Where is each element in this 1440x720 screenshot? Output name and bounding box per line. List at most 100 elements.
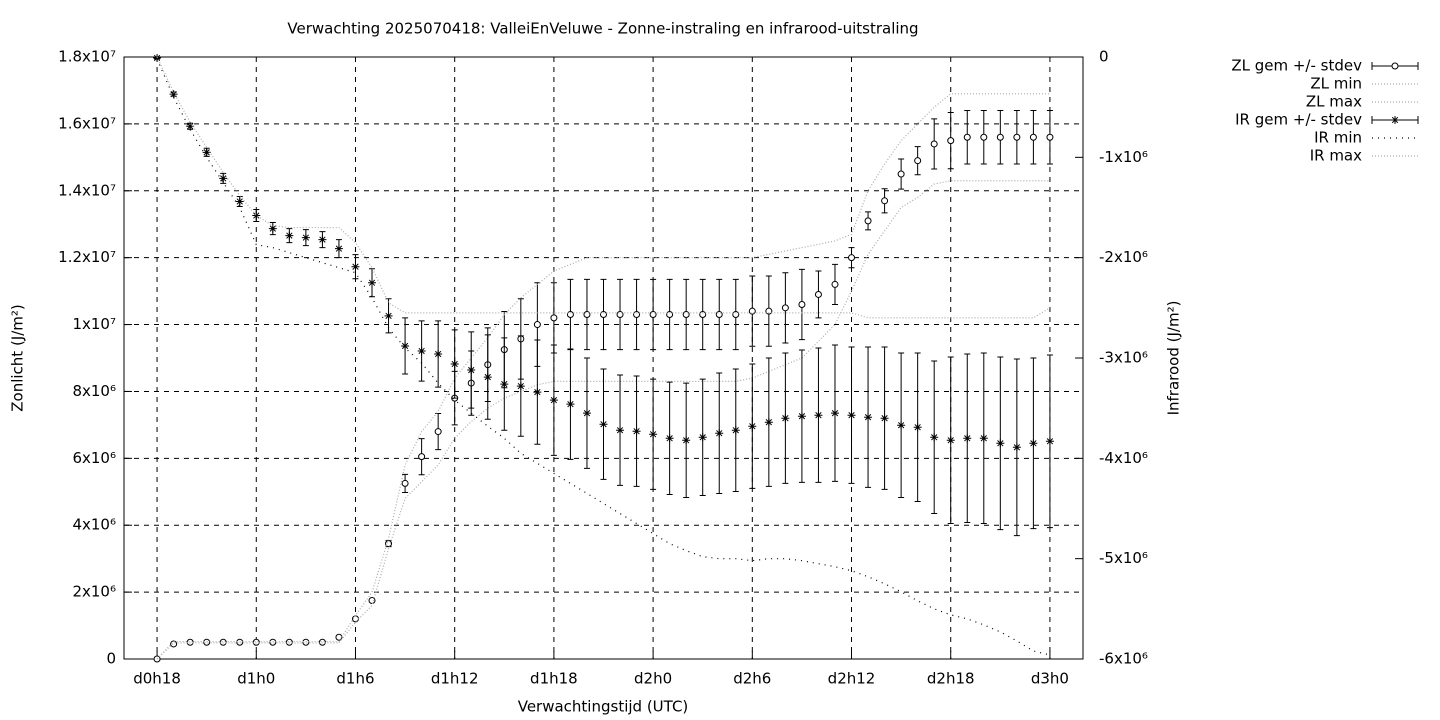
marker [566,400,575,409]
legend-label: ZL max [1306,93,1362,111]
marker [268,224,277,233]
marker [913,423,922,432]
marker [170,640,178,648]
marker [715,311,723,319]
marker [434,428,442,436]
y2-tick-label: -2x10⁶ [1099,248,1148,266]
marker [600,311,607,319]
x-tick-label: d0h18 [133,670,181,688]
x-tick-label: d1h6 [336,670,374,688]
y2-tick-label: -6x10⁶ [1099,650,1148,668]
y2-tick-label: -4x10⁶ [1099,449,1148,467]
legend-label: ZL min [1310,75,1362,93]
marker [830,409,839,418]
marker [318,235,327,244]
marker [285,638,293,646]
marker [748,307,756,315]
x-tick-label: d2h12 [828,670,876,688]
y-tick-label: 1.4x10⁷ [58,181,116,199]
marker [318,638,326,646]
marker [252,211,261,220]
marker [963,434,972,443]
marker [616,426,625,435]
marker [500,380,509,389]
y-axis-label: Zonlicht (J/m²) [9,304,27,412]
marker [732,311,740,319]
y2-tick-label: -5x10⁶ [1099,549,1148,567]
marker [203,638,211,646]
marker [682,436,691,445]
marker [549,396,558,405]
marker [368,278,377,287]
marker [269,638,277,646]
y-tick-label: 1.8x10⁷ [58,48,116,66]
marker [1013,133,1021,141]
marker [1012,443,1021,452]
x-axis-label: Verwachtingstijd (UTC) [518,698,689,716]
marker [996,439,1005,448]
marker [434,349,443,358]
marker [401,341,410,350]
marker [699,311,707,319]
y2-tick-label: -1x10⁶ [1099,148,1148,166]
marker [516,382,525,391]
marker [219,174,228,183]
marker [731,426,740,435]
marker [186,122,195,131]
y-tick-label: 8x10⁶ [72,382,116,400]
marker [864,217,872,225]
y-tick-label: 0 [106,650,116,668]
legend-label: IR min [1314,129,1362,147]
marker [814,290,822,298]
marker [798,300,806,308]
chart-title: Verwachting 2025070418: ValleiEnVeluwe -… [287,20,918,38]
marker [533,388,542,397]
legend-marker [1391,62,1399,70]
marker [748,422,757,431]
marker [384,311,393,320]
legend-marker [1391,116,1399,124]
marker [831,280,839,288]
marker [334,244,343,253]
marker [550,314,558,322]
x-tick-label: d2h0 [634,670,672,688]
y-tick-label: 2x10⁶ [72,583,116,601]
legend-label: IR gem +/- stdev [1235,111,1362,129]
marker [996,133,1004,141]
plot-border [123,56,1084,660]
series-line [156,93,1050,660]
marker [252,638,260,646]
marker [781,304,789,312]
marker [880,414,889,423]
y-tick-label: 4x10⁶ [72,516,116,534]
marker [847,411,856,420]
marker [566,311,574,319]
marker [649,430,658,439]
marker [864,413,873,422]
y-tick-label: 1.2x10⁷ [58,248,116,266]
x-tick-label: d2h18 [927,670,975,688]
marker [533,321,541,329]
marker [351,262,360,271]
y-tick-label: 6x10⁶ [72,449,116,467]
marker [302,638,310,646]
marker [219,638,227,646]
marker [1029,439,1038,448]
marker [764,418,773,427]
marker [666,311,674,319]
marker [881,197,889,205]
y2-axis-label: Infrarood (J/m²) [1165,301,1183,416]
marker [698,433,707,442]
marker [897,421,906,430]
marker [947,137,955,145]
marker [186,638,194,646]
marker [930,140,938,148]
marker [285,231,294,240]
marker [848,254,856,262]
marker [946,436,955,445]
marker [418,453,426,461]
marker [665,434,674,443]
marker [1045,437,1054,446]
x-tick-label: d1h12 [431,670,479,688]
